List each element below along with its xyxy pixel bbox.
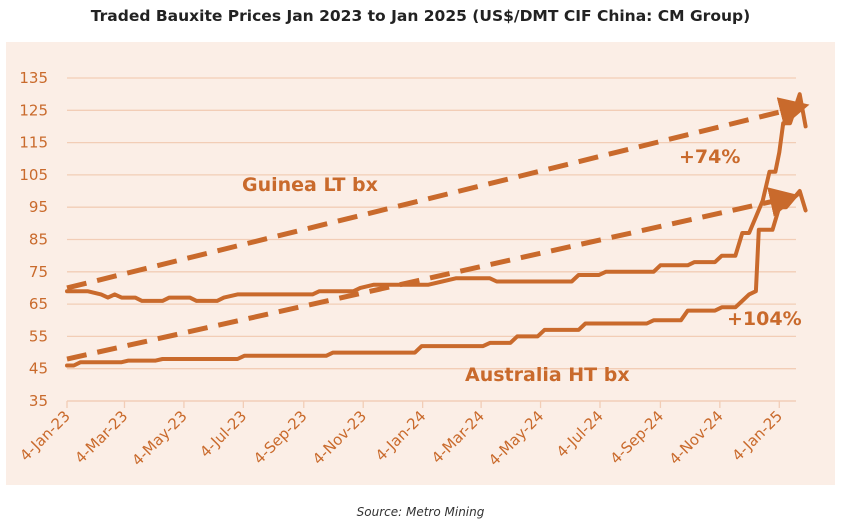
chart-title: Traded Bauxite Prices Jan 2023 to Jan 20… <box>90 7 751 25</box>
y-tick-label: 95 <box>29 198 48 216</box>
y-tick-label: 135 <box>19 69 48 87</box>
x-tick-label: 4-Jul-24 <box>553 407 607 461</box>
x-tick-label: 4-Mar-24 <box>428 407 488 467</box>
plot-area: 35 45 55 65 75 85 95 105 115 125 135 4-Jan-23 4-Mar-… <box>6 42 835 485</box>
x-tick-label: 4-Mar-23 <box>71 407 131 467</box>
y-tick-label: 85 <box>29 231 48 249</box>
x-tick-label: 4-Jul-23 <box>196 407 250 461</box>
series-label-australia: Australia HT bx <box>465 364 630 386</box>
change-label-guinea: +74% <box>679 146 740 168</box>
y-tick-label: 55 <box>29 327 48 345</box>
x-tick-label: 4-Sep-23 <box>250 407 311 468</box>
x-tick-label: 4-May-24 <box>485 407 547 469</box>
x-tick-label: 4-Sep-24 <box>607 407 668 468</box>
x-tick-label: 4-Jan-25 <box>729 407 787 465</box>
x-tick-label: 4-Jan-23 <box>16 407 74 465</box>
series-label-guinea: Guinea LT bx <box>242 174 378 196</box>
series-line-guinea <box>65 92 808 303</box>
change-label-australia: +104% <box>727 308 802 330</box>
y-tick-label: 45 <box>29 360 48 378</box>
x-tick-label: 4-May-23 <box>128 407 190 469</box>
y-tick-label: 115 <box>19 134 48 152</box>
y-tick-label: 35 <box>29 392 48 410</box>
y-tick-label: 75 <box>29 263 48 281</box>
price-line-chart: 354555657585951051151251354-Jan-234-Mar-… <box>16 69 810 469</box>
y-tick-label: 105 <box>19 166 48 184</box>
trend-arrow-australia <box>66 187 800 362</box>
x-tick-label: 4-Jan-24 <box>372 407 430 465</box>
source-note: Source: Metro Mining <box>356 505 485 519</box>
y-tick-label: 125 <box>19 101 48 119</box>
series-line-australia <box>65 189 808 368</box>
trend-arrow-guinea <box>66 97 810 291</box>
x-tick-label: 4-Nov-24 <box>666 407 727 468</box>
x-tick-label: 4-Nov-23 <box>309 407 370 468</box>
y-tick-label: 65 <box>29 295 48 313</box>
